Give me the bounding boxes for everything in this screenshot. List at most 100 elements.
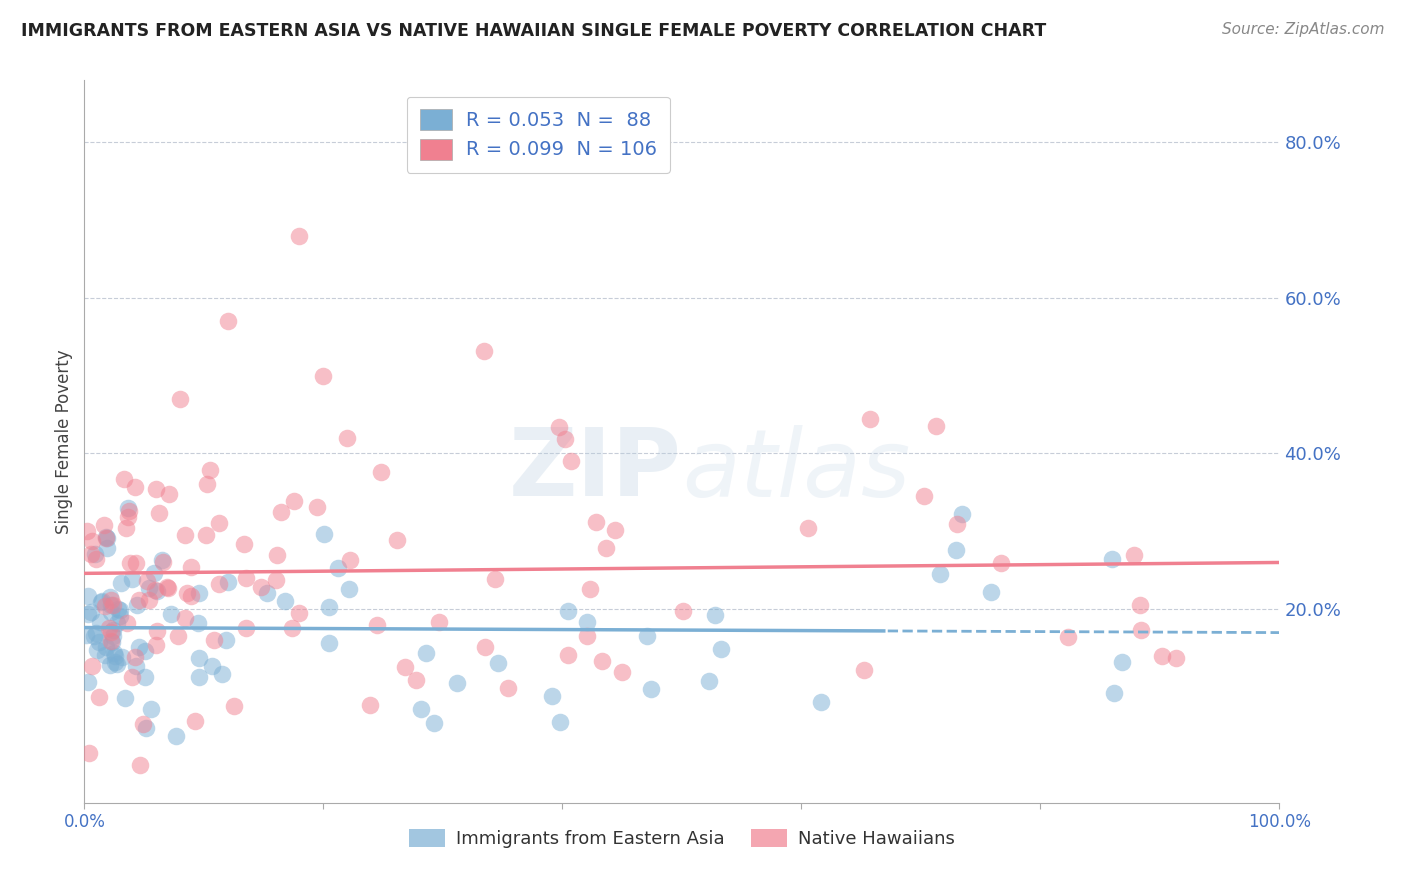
Immigrants from Eastern Asia <box>486 656 509 670</box>
Immigrants from Eastern Asia <box>84 547 107 561</box>
Immigrants from Eastern Asia <box>945 542 967 557</box>
Immigrants from Eastern Asia <box>80 605 103 619</box>
Text: Source: ZipAtlas.com: Source: ZipAtlas.com <box>1222 22 1385 37</box>
Immigrants from Eastern Asia <box>110 575 132 590</box>
Immigrants from Eastern Asia <box>84 625 107 640</box>
Native Hawaiians <box>496 681 519 696</box>
Immigrants from Eastern Asia <box>1102 686 1125 700</box>
Native Hawaiians <box>94 531 117 545</box>
Immigrants from Eastern Asia <box>89 635 111 649</box>
Native Hawaiians <box>89 690 111 704</box>
Immigrants from Eastern Asia <box>111 650 134 665</box>
Immigrants from Eastern Asia <box>150 553 173 567</box>
Native Hawaiians <box>224 699 246 714</box>
Native Hawaiians <box>394 660 416 674</box>
Native Hawaiians <box>235 570 257 584</box>
Native Hawaiians <box>1129 623 1152 637</box>
Native Hawaiians <box>250 580 273 594</box>
Immigrants from Eastern Asia <box>107 657 129 671</box>
Immigrants from Eastern Asia <box>409 702 432 716</box>
Immigrants from Eastern Asia <box>256 586 278 600</box>
Native Hawaiians <box>128 593 150 607</box>
Native Hawaiians <box>912 489 935 503</box>
Native Hawaiians <box>585 516 607 530</box>
Native Hawaiians <box>115 521 138 535</box>
Native Hawaiians <box>370 466 392 480</box>
Native Hawaiians <box>145 482 167 496</box>
Native Hawaiians <box>610 665 633 680</box>
Immigrants from Eastern Asia <box>91 594 114 608</box>
Immigrants from Eastern Asia <box>128 640 150 655</box>
Native Hawaiians <box>180 560 202 574</box>
Native Hawaiians <box>200 463 222 477</box>
Native Hawaiians <box>118 504 141 518</box>
Native Hawaiians <box>80 547 103 561</box>
Native Hawaiians <box>560 454 582 468</box>
Legend: Immigrants from Eastern Asia, Native Hawaiians: Immigrants from Eastern Asia, Native Haw… <box>402 822 962 855</box>
Immigrants from Eastern Asia <box>134 643 156 657</box>
Native Hawaiians <box>1057 631 1080 645</box>
Immigrants from Eastern Asia <box>165 730 187 744</box>
Immigrants from Eastern Asia <box>318 600 340 615</box>
Native Hawaiians <box>1152 649 1174 664</box>
Immigrants from Eastern Asia <box>94 648 117 662</box>
Native Hawaiians <box>305 500 328 514</box>
Native Hawaiians <box>672 604 695 618</box>
Native Hawaiians <box>557 648 579 663</box>
Native Hawaiians <box>1166 651 1188 665</box>
Native Hawaiians <box>1122 549 1144 563</box>
Immigrants from Eastern Asia <box>89 615 111 629</box>
Immigrants from Eastern Asia <box>557 604 579 618</box>
Immigrants from Eastern Asia <box>101 635 124 649</box>
Native Hawaiians <box>100 624 122 639</box>
Native Hawaiians <box>405 673 427 687</box>
Y-axis label: Single Female Poverty: Single Female Poverty <box>55 350 73 533</box>
Immigrants from Eastern Asia <box>101 629 124 643</box>
Native Hawaiians <box>266 574 288 588</box>
Immigrants from Eastern Asia <box>145 583 167 598</box>
Native Hawaiians <box>385 533 408 547</box>
Immigrants from Eastern Asia <box>134 670 156 684</box>
Immigrants from Eastern Asia <box>1101 551 1123 566</box>
Native Hawaiians <box>554 432 576 446</box>
Native Hawaiians <box>143 582 166 597</box>
Native Hawaiians <box>547 420 569 434</box>
Immigrants from Eastern Asia <box>188 670 211 684</box>
Immigrants from Eastern Asia <box>548 715 571 730</box>
Native Hawaiians <box>97 621 120 635</box>
Native Hawaiians <box>157 487 180 501</box>
Immigrants from Eastern Asia <box>107 602 129 616</box>
Native Hawaiians <box>138 593 160 607</box>
Native Hawaiians <box>591 654 613 668</box>
Native Hawaiians <box>101 598 124 612</box>
Immigrants from Eastern Asia <box>100 598 122 612</box>
Native Hawaiians <box>339 553 361 567</box>
Native Hawaiians <box>146 624 169 639</box>
Immigrants from Eastern Asia <box>211 667 233 681</box>
Immigrants from Eastern Asia <box>810 695 832 709</box>
Immigrants from Eastern Asia <box>415 647 437 661</box>
Immigrants from Eastern Asia <box>96 531 118 545</box>
Native Hawaiians <box>1129 598 1152 612</box>
Native Hawaiians <box>595 541 617 556</box>
Native Hawaiians <box>121 670 143 684</box>
Native Hawaiians <box>312 368 335 383</box>
Native Hawaiians <box>80 534 103 549</box>
Native Hawaiians <box>176 586 198 600</box>
Native Hawaiians <box>156 580 179 594</box>
Native Hawaiians <box>202 632 225 647</box>
Native Hawaiians <box>179 589 201 603</box>
Immigrants from Eastern Asia <box>77 675 100 690</box>
Native Hawaiians <box>156 581 179 595</box>
Native Hawaiians <box>120 556 142 570</box>
Immigrants from Eastern Asia <box>710 641 733 656</box>
Native Hawaiians <box>132 716 155 731</box>
Native Hawaiians <box>281 621 304 635</box>
Immigrants from Eastern Asia <box>980 585 1002 599</box>
Immigrants from Eastern Asia <box>104 649 127 664</box>
Native Hawaiians <box>124 650 146 665</box>
Immigrants from Eastern Asia <box>312 527 335 541</box>
Native Hawaiians <box>484 573 506 587</box>
Native Hawaiians <box>135 574 157 589</box>
Native Hawaiians <box>117 509 139 524</box>
